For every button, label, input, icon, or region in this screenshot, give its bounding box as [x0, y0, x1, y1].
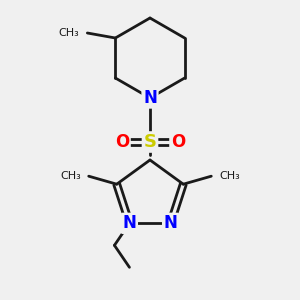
Text: CH₃: CH₃	[60, 171, 81, 181]
Text: O: O	[115, 133, 129, 151]
Text: N: N	[122, 214, 136, 232]
Text: N: N	[143, 89, 157, 107]
Text: CH₃: CH₃	[58, 28, 80, 38]
Text: N: N	[164, 214, 178, 232]
Text: O: O	[171, 133, 185, 151]
Text: CH₃: CH₃	[219, 171, 240, 181]
Text: S: S	[143, 133, 157, 151]
